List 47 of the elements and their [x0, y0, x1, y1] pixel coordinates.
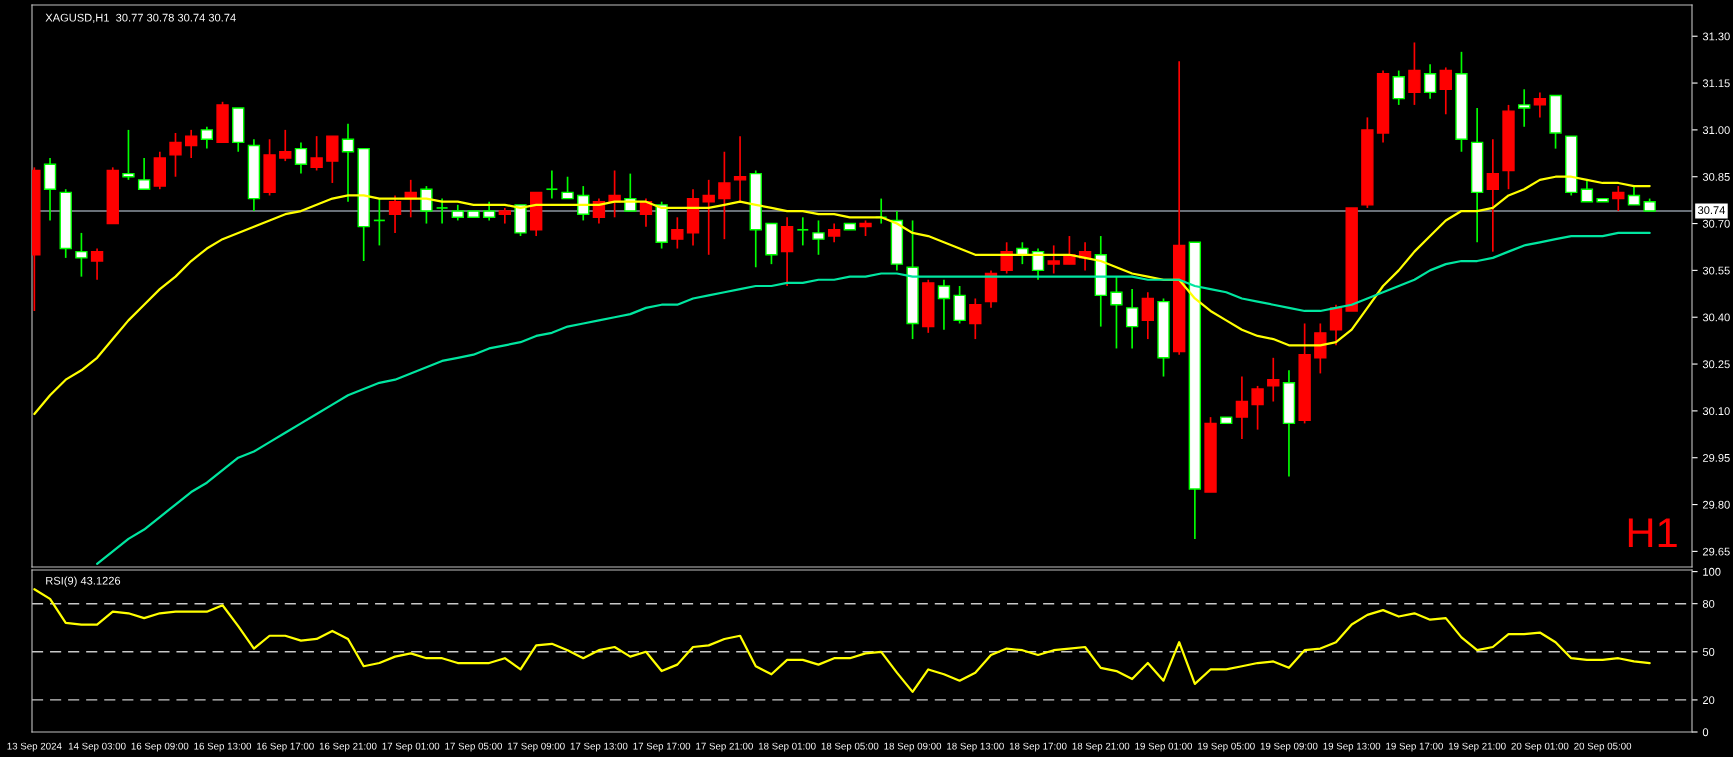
y-tick-label: 31.15: [1702, 79, 1730, 88]
y-tick-label: 0: [1702, 728, 1709, 737]
y-tick-label: 31.30: [1702, 32, 1730, 41]
y-tick-label: 29.80: [1702, 500, 1730, 509]
x-tick-label: 20 Sep 01:00: [1511, 742, 1569, 752]
x-tick-label: 18 Sep 17:00: [1009, 742, 1067, 752]
y-tick-label: 30.55: [1702, 266, 1730, 275]
y-tick-label: 50: [1702, 648, 1715, 656]
x-tick-label: 14 Sep 03:00: [68, 742, 126, 752]
y-tick-label: 100: [1703, 567, 1721, 576]
x-tick-label: 19 Sep 21:00: [1448, 742, 1506, 752]
x-tick-label: 17 Sep 01:00: [382, 742, 440, 752]
x-tick-label: 17 Sep 17:00: [633, 742, 691, 752]
x-tick-label: 18 Sep 01:00: [758, 742, 816, 752]
x-tick-label: 18 Sep 09:00: [884, 742, 942, 752]
x-tick-label: 16 Sep 17:00: [257, 742, 314, 752]
y-tick-label: 31.00: [1702, 126, 1730, 135]
y-tick-label: 30.10: [1702, 407, 1730, 416]
text: RSI(9) 43.1226: [46, 576, 121, 587]
x-tick-label: 16 Sep 13:00: [194, 742, 252, 752]
y-tick-label: 80: [1702, 599, 1715, 608]
ref-line-label: 30.74: [1697, 206, 1726, 215]
x-tick-label: 13 Sep 2024: [7, 742, 62, 752]
x-tick-label: 17 Sep 05:00: [445, 742, 503, 752]
y-tick-label: 30.25: [1702, 360, 1730, 369]
y-tick-label: 30.70: [1702, 219, 1730, 228]
x-tick-label: 19 Sep 09:00: [1260, 742, 1318, 752]
x-tick-label: 19 Sep 05:00: [1198, 742, 1255, 752]
x-tick-label: 17 Sep 09:00: [508, 742, 565, 752]
x-tick-label: 19 Sep 13:00: [1323, 742, 1381, 752]
x-tick-label: 18 Sep 21:00: [1072, 742, 1130, 752]
x-tick-label: 18 Sep 13:00: [947, 742, 1004, 752]
x-tick-label: 19 Sep 01:00: [1135, 742, 1193, 752]
y-tick-label: 20: [1702, 696, 1715, 705]
x-tick-label: 17 Sep 21:00: [696, 742, 753, 752]
x-tick-label: 16 Sep 21:00: [319, 742, 377, 752]
x-tick-label: 17 Sep 13:00: [570, 742, 628, 752]
y-tick-label: 30.40: [1702, 313, 1730, 322]
y-tick-label: 29.65: [1702, 547, 1730, 556]
y-tick-label: 29.95: [1702, 453, 1730, 462]
x-tick-label: 19 Sep 17:00: [1386, 742, 1443, 752]
text: XAGUSD,H1 30.77 30.78 30.74 30.74: [45, 13, 236, 23]
x-tick-label: 18 Sep 05:00: [821, 742, 879, 752]
annotation: H1: [1628, 518, 1677, 548]
y-tick-label: 30.85: [1702, 172, 1730, 181]
x-tick-label: 16 Sep 09:00: [131, 742, 189, 752]
x-tick-label: 20 Sep 05:00: [1574, 742, 1632, 752]
